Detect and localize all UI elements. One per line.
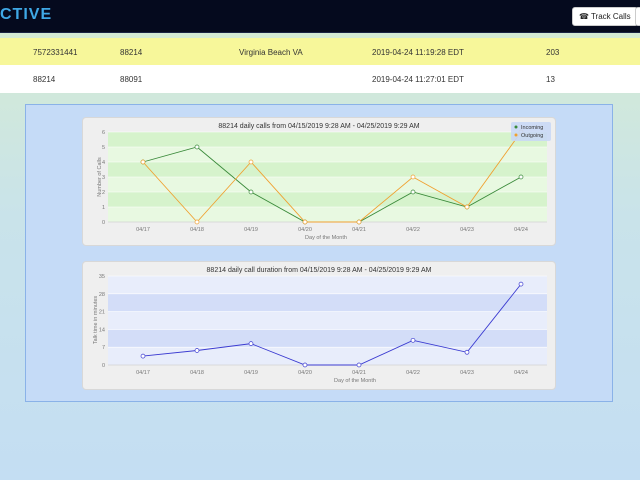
daily-calls-chart: 0 1 2 3 4 5 6 04/17 04/18 04/19 04/20 04/21 04/22 04/…: [97, 122, 551, 241]
x-tick-label: 04/19: [244, 227, 258, 233]
table-cell-from: 88214: [33, 75, 56, 84]
data-point: [248, 341, 254, 346]
table-cell-duration: 13: [546, 75, 555, 84]
grid-band: [108, 276, 547, 294]
data-point: [302, 362, 308, 368]
plot-area: 0 1 2 3 4 5 6 04/17 04/18 04/19 04/20 04/21 04/22 04/…: [102, 129, 547, 233]
data-point: [140, 353, 146, 359]
table-cell-time: 2019-04-24 11:19:28 EDT: [372, 48, 464, 57]
y-tick-label: 0: [102, 363, 105, 369]
series-line-1: [142, 131, 522, 223]
daily-duration-chart-card: 0 7 14 21 28 35 04/17 04/18 04/19 04/20 04/21 04/22…: [82, 261, 556, 390]
y-tick-label: 0: [102, 220, 105, 226]
x-axis-label: Day of the Month: [305, 235, 347, 241]
table-row[interactable]: 88214 88091 2019-04-24 11:27:01 EDT 13: [0, 65, 640, 92]
data-point: [464, 204, 470, 210]
x-axis-label: Day of the Month: [334, 378, 376, 384]
y-tick-label: 3: [102, 175, 105, 181]
grid-band: [108, 329, 547, 348]
grid-band: [108, 293, 547, 312]
chart-title: 88214 daily calls from 04/15/2019 9:28 A…: [218, 123, 419, 130]
x-tick-label: 04/19: [244, 370, 258, 376]
grid-band: [108, 347, 547, 365]
y-axis-label: Number of Calls: [97, 157, 103, 197]
x-tick-label: 04/23: [460, 370, 474, 376]
data-point: [518, 281, 524, 287]
data-point: [356, 362, 362, 368]
legend-incoming-label: Incoming: [521, 125, 543, 131]
brand-logo-text[interactable]: CTIVE: [0, 6, 53, 23]
plot-area: 0 7 14 21 28 35 04/17 04/18 04/19 04/20 04/21 04/22…: [99, 274, 547, 376]
y-tick-label: 14: [99, 327, 105, 333]
grid-band: [108, 177, 547, 192]
x-tick-label: 04/17: [136, 227, 150, 233]
x-tick-label: 04/18: [190, 370, 204, 376]
data-point: [302, 219, 308, 225]
legend-outgoing-label: Outgoing: [521, 133, 543, 139]
chart-legend: Incoming Outgoing: [511, 122, 551, 141]
grid-band: [108, 311, 547, 330]
y-tick-label: 5: [102, 145, 105, 151]
table-cell-location: Virginia Beach VA: [239, 48, 303, 57]
x-tick-label: 04/22: [406, 227, 420, 233]
y-tick-label: 35: [99, 274, 105, 280]
data-point: [194, 219, 200, 225]
table-cell-from: 7572331441: [33, 48, 78, 57]
legend-outgoing-swatch: [514, 133, 518, 137]
data-point: [194, 348, 200, 353]
y-tick-label: 28: [99, 292, 105, 298]
data-point: [248, 159, 254, 165]
track-calls-label: Track Calls: [590, 12, 631, 21]
daily-duration-chart: 0 7 14 21 28 35 04/17 04/18 04/19 04/20 04/21 04/22…: [93, 267, 547, 384]
data-point: [518, 174, 524, 180]
y-tick-label: 2: [102, 190, 105, 196]
x-tick-label: 04/24: [514, 227, 528, 233]
track-calls-button[interactable]: ☎ Track Calls: [572, 7, 638, 26]
partial-edge-button[interactable]: [635, 7, 640, 26]
grid-band: [108, 147, 547, 162]
y-axis-label: Talk time in minutes: [93, 296, 99, 345]
calls-table: 7572331441 88214 Virginia Beach VA 2019-…: [0, 38, 640, 93]
data-point: [356, 219, 362, 225]
table-cell-to: 88091: [120, 75, 143, 84]
table-row[interactable]: 7572331441 88214 Virginia Beach VA 2019-…: [0, 38, 640, 65]
x-tick-label: 04/23: [460, 227, 474, 233]
data-point: [194, 144, 200, 150]
grid-band: [108, 132, 547, 147]
data-point: [464, 349, 470, 355]
x-tick-label: 04/22: [406, 370, 420, 376]
y-tick-label: 4: [102, 160, 105, 166]
data-point: [248, 189, 254, 195]
table-cell-to: 88214: [120, 48, 143, 57]
top-navbar: CTIVE ☎ Track Calls: [0, 0, 640, 33]
y-tick-label: 6: [102, 130, 105, 136]
x-tick-label: 04/21: [352, 370, 366, 376]
data-point: [140, 159, 146, 165]
x-tick-label: 04/18: [190, 227, 204, 233]
data-point: [410, 174, 416, 180]
x-tick-label: 04/20: [298, 370, 312, 376]
legend-incoming-swatch: [514, 125, 518, 129]
table-cell-duration: 203: [546, 48, 560, 57]
x-tick-label: 04/17: [136, 370, 150, 376]
y-tick-label: 1: [102, 205, 105, 211]
x-tick-label: 04/24: [514, 370, 528, 376]
grid-band: [108, 207, 547, 222]
y-tick-label: 7: [102, 345, 105, 351]
phone-icon: ☎: [579, 12, 589, 21]
data-point: [410, 189, 416, 195]
chart-title: 88214 daily call duration from 04/15/201…: [207, 267, 432, 274]
daily-calls-chart-card: 0 1 2 3 4 5 6 04/17 04/18 04/19 04/20 04/21 04/22 04/…: [82, 117, 556, 246]
y-tick-label: 21: [99, 310, 105, 316]
grid-band: [108, 162, 547, 177]
grid-band: [108, 192, 547, 207]
x-tick-label: 04/20: [298, 227, 312, 233]
data-point: [410, 337, 416, 343]
series-line-0: [142, 283, 522, 366]
table-cell-time: 2019-04-24 11:27:01 EDT: [372, 75, 464, 84]
x-tick-label: 04/21: [352, 227, 366, 233]
